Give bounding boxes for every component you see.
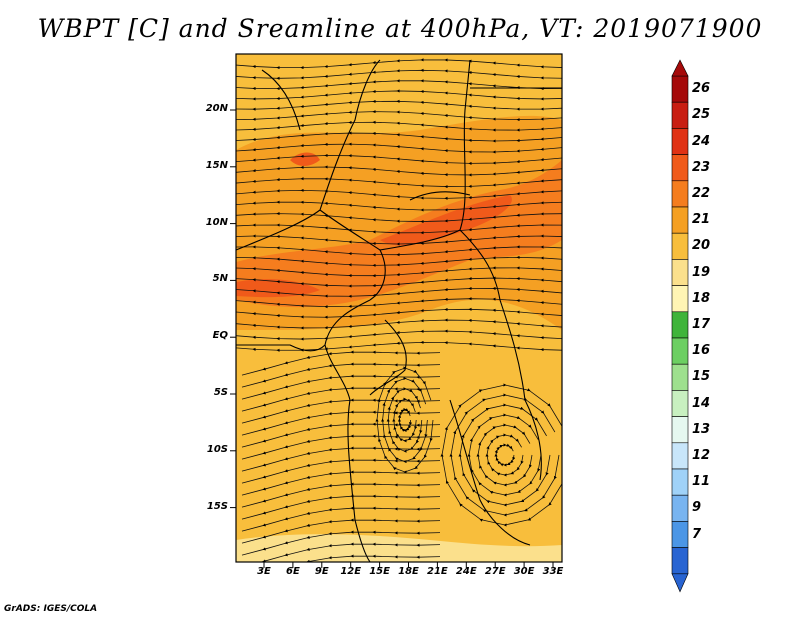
streamline xyxy=(236,131,562,143)
colorbar-label: 24 xyxy=(692,133,711,149)
streamline xyxy=(375,366,434,474)
colorbar-label: 21 xyxy=(692,212,711,228)
lon-tick-label: 6E xyxy=(285,566,300,577)
streamline xyxy=(236,297,562,309)
colorbar-swatch xyxy=(671,259,689,286)
streamline xyxy=(236,153,562,166)
lat-tick-label: 15S xyxy=(206,500,228,512)
wbpt-field xyxy=(236,54,562,562)
streamline xyxy=(236,177,562,189)
lat-tick-label: 20N xyxy=(205,103,228,114)
colorbar-swatch xyxy=(671,416,689,444)
colorbar-label: 13 xyxy=(692,421,711,437)
colorbar-label: 9 xyxy=(692,500,702,516)
colorbar-swatch xyxy=(671,101,689,129)
streamline xyxy=(440,383,562,527)
colorbar-swatch xyxy=(671,468,689,496)
colorbar xyxy=(671,59,689,593)
lat-tick-label: 10S xyxy=(206,443,228,455)
streamline xyxy=(236,329,562,341)
colorbar-swatch xyxy=(671,311,689,339)
colorbar-swatch xyxy=(671,363,689,391)
streamline xyxy=(236,223,562,235)
colorbar-label: 16 xyxy=(692,343,711,359)
streamline xyxy=(236,79,562,91)
colorbar-label: 25 xyxy=(692,107,711,123)
colorbar-label: 11 xyxy=(692,474,711,490)
lat-tick-label: 10N xyxy=(205,216,228,228)
lon-tick-label: 15E xyxy=(369,566,390,577)
streamline xyxy=(236,110,562,122)
lat-tick-label: 15N xyxy=(205,159,228,171)
streamline xyxy=(236,89,562,101)
colorbar-swatch xyxy=(671,232,689,260)
colorbar-swatch xyxy=(671,390,689,417)
credit-label: GrADS: IGES/COLA xyxy=(4,604,98,614)
colorbar-swatch xyxy=(671,337,689,365)
lon-tick-label: 9E xyxy=(314,566,329,577)
lon-tick-label: 33E xyxy=(542,566,564,577)
lon-tick-label: 3E xyxy=(257,566,271,577)
lat-tick-label: 5S xyxy=(213,387,228,398)
streamline xyxy=(236,142,562,154)
streamline xyxy=(236,58,562,70)
colorbar-label: 14 xyxy=(692,395,711,411)
colorbar-label: 17 xyxy=(692,316,711,332)
colorbar-label: 20 xyxy=(692,238,711,254)
streamline xyxy=(236,276,562,288)
colorbar-swatch xyxy=(671,206,689,234)
streamline xyxy=(236,266,562,278)
country-borders xyxy=(236,59,562,562)
streamline xyxy=(262,554,441,562)
colorbar-min-arrow xyxy=(671,573,689,593)
colorbar-label: 23 xyxy=(692,159,711,175)
colorbar-label: 18 xyxy=(692,290,711,306)
colorbar-swatch xyxy=(671,128,689,155)
colorbar-swatch xyxy=(671,154,689,182)
streamline xyxy=(236,255,562,267)
streamline xyxy=(236,211,562,224)
streamline xyxy=(236,99,562,111)
streamline xyxy=(236,307,562,319)
streamline xyxy=(236,200,562,212)
streamline xyxy=(236,286,562,298)
colorbar-label: 12 xyxy=(692,447,711,463)
map-frame xyxy=(235,53,563,563)
colorbar-swatch xyxy=(671,180,689,208)
colorbar-label: 22 xyxy=(692,185,711,201)
lon-tick-label: 18E xyxy=(398,566,419,577)
colorbar-label: 19 xyxy=(692,264,711,280)
chart-title: WBPT [C] and Sreamline at 400hPa, VT: 20… xyxy=(37,14,763,43)
colorbar-swatch xyxy=(671,521,689,548)
lat-tick-label: 5N xyxy=(212,273,228,285)
lon-tick-label: 27E xyxy=(484,566,506,577)
lon-tick-label: 30E xyxy=(513,566,535,577)
lon-tick-label: 21E xyxy=(427,566,448,577)
streamline xyxy=(236,234,562,246)
lon-tick-label: 12E xyxy=(340,566,362,577)
streamline xyxy=(236,68,562,80)
colorbar-label: 26 xyxy=(692,81,711,97)
colorbar-swatch xyxy=(671,442,689,470)
colorbar-swatch xyxy=(671,75,689,103)
lon-tick-label: 24E xyxy=(455,566,477,577)
colorbar-swatch xyxy=(671,494,689,522)
streamline xyxy=(236,340,562,352)
streamline xyxy=(236,245,562,257)
streamline xyxy=(236,120,562,132)
colorbar-swatch xyxy=(671,285,689,313)
streamline xyxy=(236,188,562,200)
lat-tick-label: EQ xyxy=(212,330,228,342)
colorbar-label: 15 xyxy=(692,369,711,385)
colorbar-label: 7 xyxy=(692,526,702,542)
streamline xyxy=(236,318,562,330)
colorbar-max-arrow xyxy=(671,59,689,77)
streamline xyxy=(236,165,562,177)
colorbar-swatch xyxy=(671,547,689,575)
